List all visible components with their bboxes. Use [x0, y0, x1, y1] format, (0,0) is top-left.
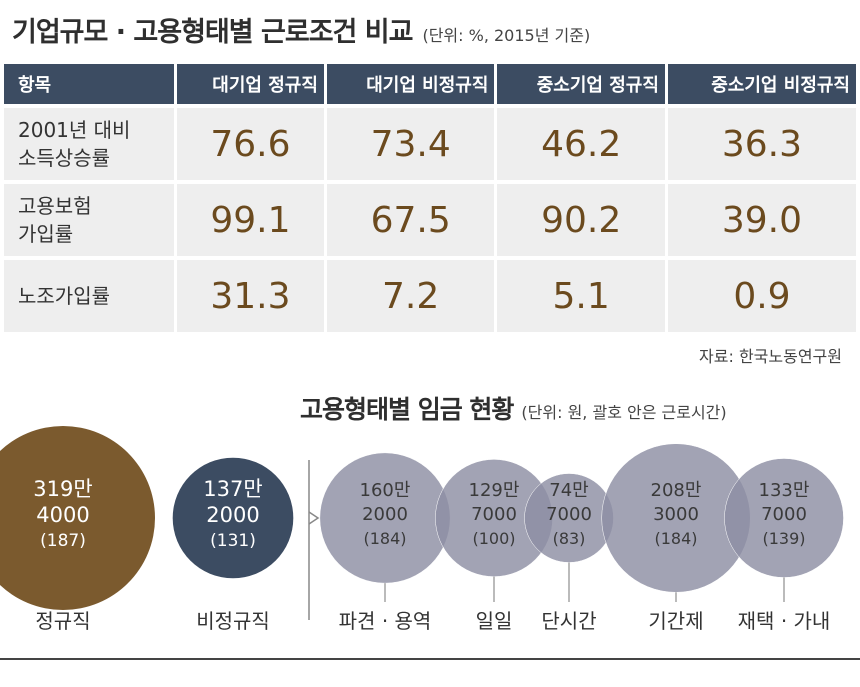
bubble-wage-label: 4000 [36, 503, 89, 527]
table-cell: 31.3 [174, 260, 324, 332]
bubble-wage-label: 7000 [546, 504, 592, 525]
page-title: 기업규모 · 고용형태별 근로조건 비교 [12, 17, 413, 48]
wage-bubble-chart: 319만4000(187)정규직137만2000(131)비정규직160만200… [0, 426, 844, 633]
column-header: 항목 [4, 64, 174, 104]
table-row: 2001년 대비 소득상승률 76.6 73.4 46.2 36.3 [4, 108, 856, 180]
chart-title-row: 기업규모 · 고용형태별 근로조건 비교 (단위: %, 2015년 기준) [12, 10, 852, 48]
wage-chart-heading: 고용형태별 임금 현황 [300, 395, 514, 424]
table-row: 노조가입률 31.3 7.2 5.1 0.9 [4, 260, 856, 332]
row-label-line: 가입률 [18, 222, 74, 246]
bracket-arrow [308, 511, 320, 525]
bubble-hours-label: (131) [210, 531, 256, 551]
bubble-wage-label: 7000 [471, 504, 517, 525]
table-cell: 99.1 [174, 184, 324, 256]
table-header-row: 항목 대기업 정규직 대기업 비정규직 중소기업 정규직 중소기업 비정규직 [4, 64, 856, 104]
bubble-category-label: 단시간 [541, 609, 596, 633]
row-label-line: 노조가입률 [18, 284, 110, 308]
bubble-regular [0, 426, 155, 610]
row-label: 고용보험 가입률 [4, 184, 174, 256]
bubble-category-label: 비정규직 [196, 609, 270, 633]
bubble-wage-label: 208만 [651, 480, 702, 501]
bubble-wage-label: 319만 [33, 477, 92, 501]
table-cell: 46.2 [494, 108, 665, 180]
bubble-hours-label: (100) [472, 529, 515, 548]
bubble-wage-label: 2000 [362, 504, 408, 525]
column-header: 중소기업 정규직 [494, 64, 665, 104]
bubble-nonregular [172, 457, 294, 579]
source-note: 자료: 한국노동연구원 [699, 347, 842, 366]
bubble-wage-label: 7000 [761, 504, 807, 525]
bubble-wage-label: 137만 [203, 477, 262, 501]
table-cell: 73.4 [323, 108, 495, 180]
bottom-divider [0, 658, 860, 660]
table-row: 고용보험 가입률 99.1 67.5 90.2 39.0 [4, 184, 856, 256]
wage-chart-unit: (단위: 원, 괄호 안은 근로시간) [521, 403, 727, 422]
table-cell: 67.5 [323, 184, 495, 256]
bubble-wage-label: 3000 [653, 504, 699, 525]
bubble-category-label: 기간제 [648, 609, 703, 633]
bubble-hours-label: (139) [762, 529, 805, 548]
table-cell: 5.1 [494, 260, 665, 332]
bubble-wage-label: 129만 [469, 480, 520, 501]
table-cell: 36.3 [664, 108, 856, 180]
row-label-line: 소득상승률 [18, 146, 110, 170]
table-cell: 90.2 [494, 184, 665, 256]
bubble-wage-label: 160만 [360, 480, 411, 501]
title-unit: (단위: %, 2015년 기준) [422, 26, 591, 45]
row-label-line: 고용보험 [18, 194, 92, 218]
bubble-wage-label: 2000 [206, 503, 259, 527]
bubble-category-label: 파견 · 용역 [339, 609, 432, 633]
bubble-hours-label: (83) [553, 529, 586, 548]
bubble-wage-label: 74만 [549, 480, 588, 501]
bubble-category-label: 정규직 [35, 609, 90, 633]
table-cell: 39.0 [664, 184, 856, 256]
bubble-hours-label: (184) [654, 529, 697, 548]
bubble-category-label: 일일 [476, 609, 513, 633]
table-cell: 76.6 [174, 108, 324, 180]
bubble-hours-label: (187) [40, 531, 86, 551]
column-header: 대기업 비정규직 [323, 64, 495, 104]
row-label-line: 2001년 대비 [18, 118, 131, 142]
column-header: 대기업 정규직 [174, 64, 324, 104]
row-label: 2001년 대비 소득상승률 [4, 108, 174, 180]
wage-chart-title: 고용형태별 임금 현황 (단위: 원, 괄호 안은 근로시간) [300, 390, 727, 426]
bubble-hours-label: (184) [363, 529, 406, 548]
bubble-category-label: 재택 · 가내 [738, 609, 831, 633]
column-header: 중소기업 비정규직 [664, 64, 856, 104]
table-cell: 7.2 [323, 260, 495, 332]
bubble-wage-label: 133만 [759, 480, 810, 501]
comparison-table: 항목 대기업 정규직 대기업 비정규직 중소기업 정규직 중소기업 비정규직 2… [4, 60, 856, 336]
table-cell: 0.9 [664, 260, 856, 332]
row-label: 노조가입률 [4, 260, 174, 332]
